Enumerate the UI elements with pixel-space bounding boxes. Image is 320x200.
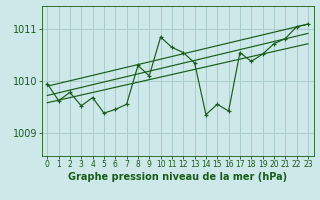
X-axis label: Graphe pression niveau de la mer (hPa): Graphe pression niveau de la mer (hPa): [68, 172, 287, 182]
